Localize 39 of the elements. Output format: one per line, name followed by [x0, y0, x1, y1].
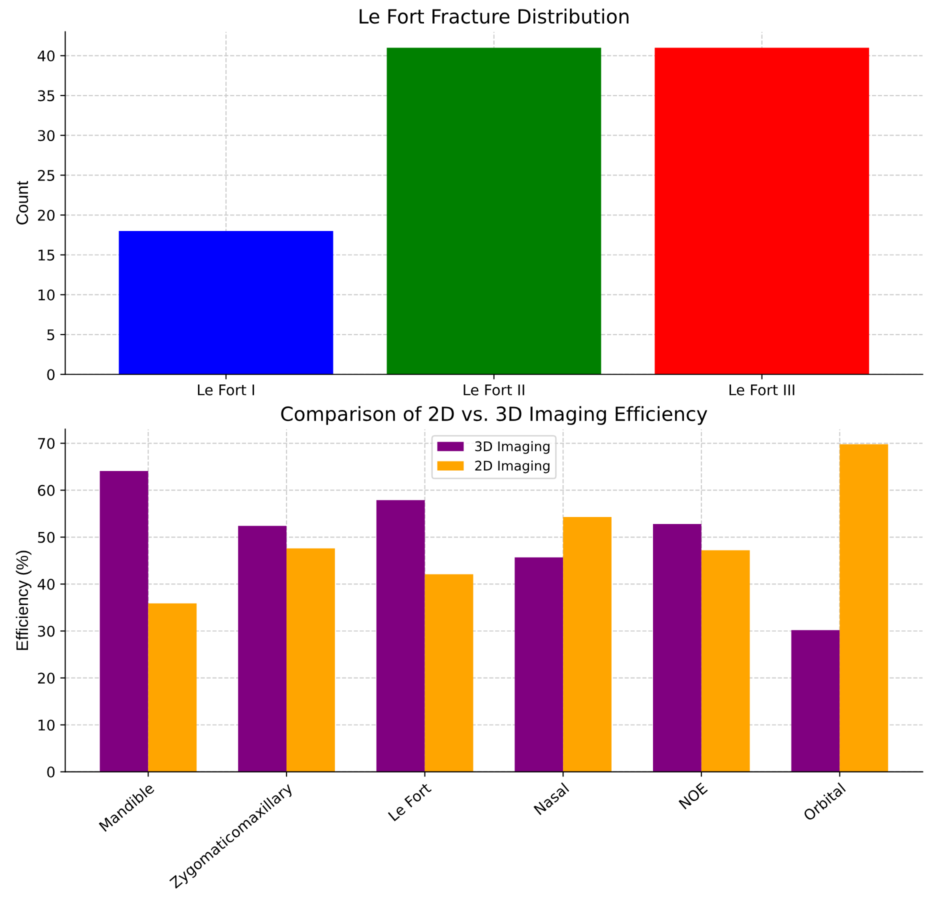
- y-tick-label: 20: [38, 210, 55, 221]
- x-tick-label: Le Fort: [388, 782, 432, 822]
- y-tick-label: 10: [38, 289, 55, 300]
- y-tick-label: 25: [38, 170, 54, 181]
- bar: [286, 548, 335, 772]
- y-tick-label: 50: [38, 532, 55, 543]
- y-tick-label: 30: [38, 130, 55, 142]
- bar: [238, 526, 287, 772]
- y-tick-label: 30: [38, 626, 55, 637]
- x-tick-label: Le Fort I: [198, 384, 254, 396]
- bar: [424, 574, 474, 772]
- x-tick-label: Le Fort II: [464, 384, 524, 396]
- chart-title: Le Fort Fracture Distribution: [360, 8, 628, 24]
- bar: [840, 444, 888, 772]
- y-tick-label: 35: [38, 90, 54, 102]
- y-tick-label: 20: [38, 672, 55, 684]
- bar: [791, 630, 840, 772]
- bar: [563, 516, 612, 772]
- y-tick-label: 5: [47, 329, 54, 340]
- y-tick-label: 0: [47, 369, 55, 380]
- legend-label: 3D Imaging: [475, 441, 550, 454]
- bar: [100, 470, 148, 772]
- bar: [653, 524, 702, 772]
- x-tick-label: Le Fort III: [730, 384, 794, 396]
- legend-label: 2D Imaging: [475, 460, 550, 474]
- y-tick-label: 60: [38, 484, 55, 496]
- bar: [148, 603, 197, 772]
- y-tick-label: 0: [47, 766, 55, 778]
- y-tick-label: 70: [38, 438, 55, 450]
- y-tick-label: 40: [38, 50, 55, 62]
- y-tick-label: 40: [38, 578, 55, 590]
- bar: [701, 550, 750, 772]
- bar: [376, 500, 425, 772]
- y-axis-title: Efficiency (%): [16, 550, 32, 650]
- y-tick-label: 10: [38, 720, 55, 731]
- y-axis-title: Count: [16, 180, 28, 224]
- chart-title: Comparison of 2D vs. 3D Imaging Efficiency: [281, 406, 708, 425]
- bar: [514, 557, 564, 772]
- y-tick-label: 15: [38, 250, 54, 261]
